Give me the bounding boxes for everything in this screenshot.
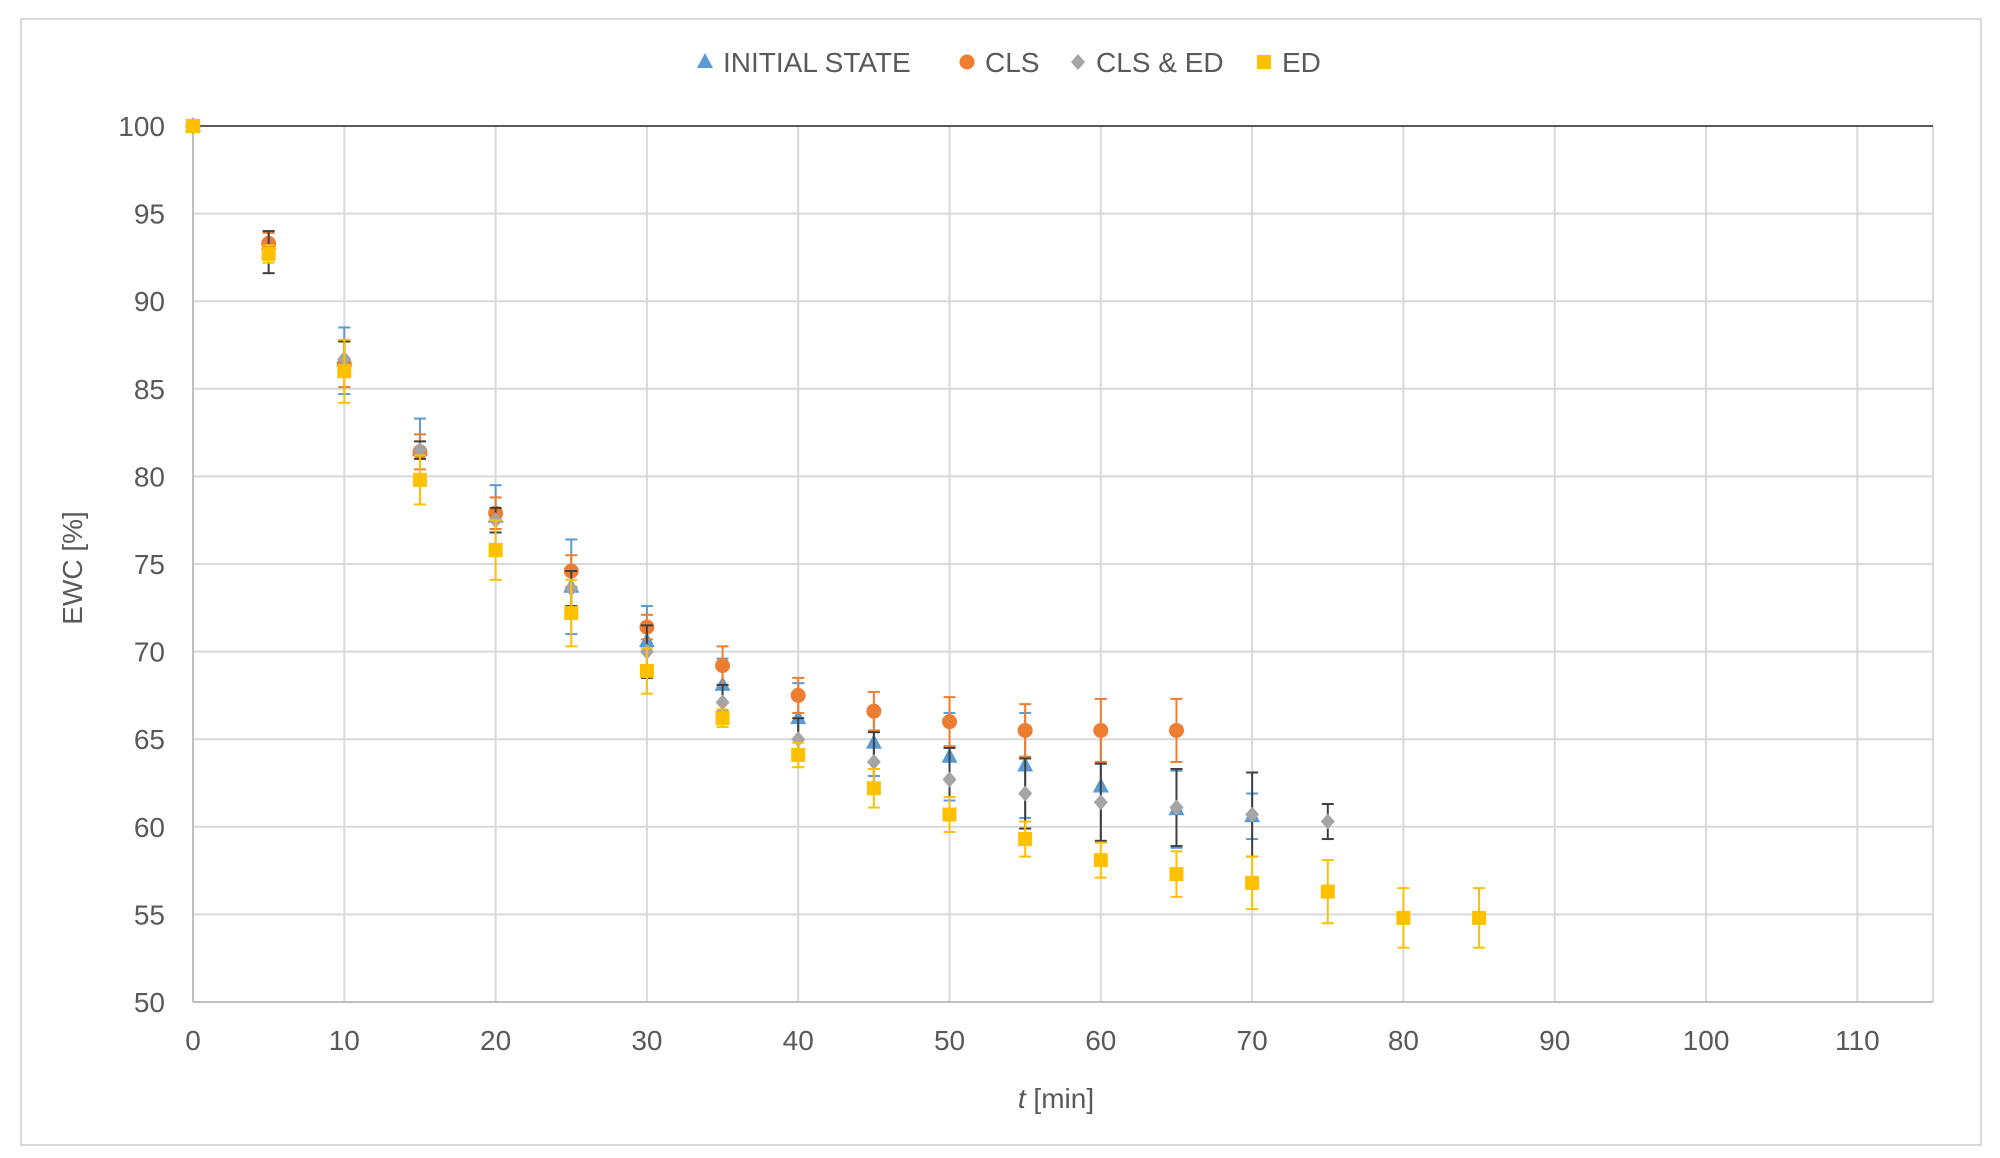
x-tick-label: 80: [1388, 1025, 1419, 1056]
legend-label: CLS: [985, 47, 1039, 78]
legend-item: CLS & ED: [1071, 47, 1224, 78]
data-point: [1472, 910, 1487, 925]
x-axis-title-italic: t: [1018, 1083, 1027, 1114]
data-point: [1320, 884, 1335, 899]
x-tick-label: 10: [329, 1025, 360, 1056]
data-point: [866, 781, 881, 796]
x-axis-title-unit: [min]: [1026, 1083, 1094, 1114]
x-tick-label: 70: [1237, 1025, 1268, 1056]
data-point: [715, 658, 731, 674]
data-point: [412, 442, 427, 459]
data-point: [1093, 853, 1108, 868]
y-tick-label: 70: [134, 637, 165, 668]
x-tick-label: 90: [1539, 1025, 1570, 1056]
data-point: [488, 542, 503, 557]
legend-item: CLS: [959, 47, 1039, 78]
data-point: [790, 709, 807, 725]
series-cls-ed: [186, 118, 1335, 858]
data-point: [715, 711, 730, 726]
x-tick-label: 60: [1085, 1025, 1116, 1056]
y-tick-label: 80: [134, 461, 165, 492]
data-point: [639, 663, 654, 678]
data-point: [942, 807, 957, 822]
y-tick-label: 50: [134, 987, 165, 1018]
data-point: [1168, 722, 1184, 738]
y-tick-label: 55: [134, 899, 165, 930]
y-tick-label: 100: [118, 111, 165, 142]
y-tick-label: 90: [134, 286, 165, 317]
chart-svg: 50 55 60 65 70 75 80 85 90 95 100 0 10 20 30 40 50 60 70 80…: [57, 47, 1934, 1114]
data-point: [1169, 799, 1184, 816]
data-point: [1320, 813, 1335, 830]
legend: INITIAL STATE CLS CLS & ED ED: [697, 47, 1321, 78]
data-point: [337, 364, 352, 379]
data-point: [1093, 722, 1109, 738]
legend-item: INITIAL STATE: [697, 47, 911, 78]
data-point: [412, 472, 427, 487]
data-point: [186, 119, 200, 133]
data-point: [1245, 806, 1260, 823]
legend-label: INITIAL STATE: [723, 47, 911, 78]
data-point: [1245, 875, 1260, 890]
grid-layer: [192, 125, 1934, 1003]
series-ed: [186, 119, 1487, 949]
axis-layer: 50 55 60 65 70 75 80 85 90 95 100 0 10 20 30 40 50 60 70 80…: [118, 111, 1933, 1056]
x-axis-title: t [min]: [1018, 1083, 1094, 1114]
legend-marker-diamond: [1071, 54, 1085, 70]
y-tick-label: 60: [134, 812, 165, 843]
y-tick-label: 75: [134, 549, 165, 580]
x-tick-label: 20: [480, 1025, 511, 1056]
x-tick-label: 100: [1683, 1025, 1730, 1056]
data-point: [866, 703, 882, 719]
data-point: [942, 714, 958, 730]
data-point: [1017, 722, 1033, 738]
legend-marker-triangle: [697, 53, 713, 68]
data-point: [791, 747, 806, 762]
chart-frame: 50 55 60 65 70 75 80 85 90 95 100 0 10 20 30 40 50 60 70 80…: [20, 18, 1982, 1146]
x-tick-label: 110: [1835, 1025, 1880, 1056]
legend-marker-square: [1257, 55, 1271, 69]
data-point: [942, 771, 957, 788]
data-point: [1018, 832, 1033, 847]
data-point: [715, 694, 730, 711]
data-point: [564, 606, 579, 621]
data-point: [866, 753, 881, 770]
legend-label: ED: [1282, 47, 1321, 78]
legend-label: CLS & ED: [1096, 47, 1224, 78]
x-tick-label: 0: [185, 1025, 201, 1056]
x-tick-label: 30: [631, 1025, 662, 1056]
series-layer: [185, 117, 1487, 949]
y-tick-label: 65: [134, 724, 165, 755]
data-point: [1169, 867, 1184, 882]
x-tick-label: 40: [783, 1025, 814, 1056]
legend-marker-circle: [959, 54, 975, 70]
data-point: [1093, 794, 1108, 811]
y-axis-title: EWC [%]: [57, 511, 88, 625]
x-tick-label: 50: [934, 1025, 965, 1056]
data-point: [790, 687, 806, 703]
series-cls: [185, 118, 1184, 763]
data-point: [1396, 910, 1411, 925]
y-tick-label: 95: [134, 199, 165, 230]
data-point: [261, 246, 276, 261]
data-point: [1018, 785, 1033, 802]
y-tick-label: 85: [134, 374, 165, 405]
legend-item: ED: [1257, 47, 1321, 78]
